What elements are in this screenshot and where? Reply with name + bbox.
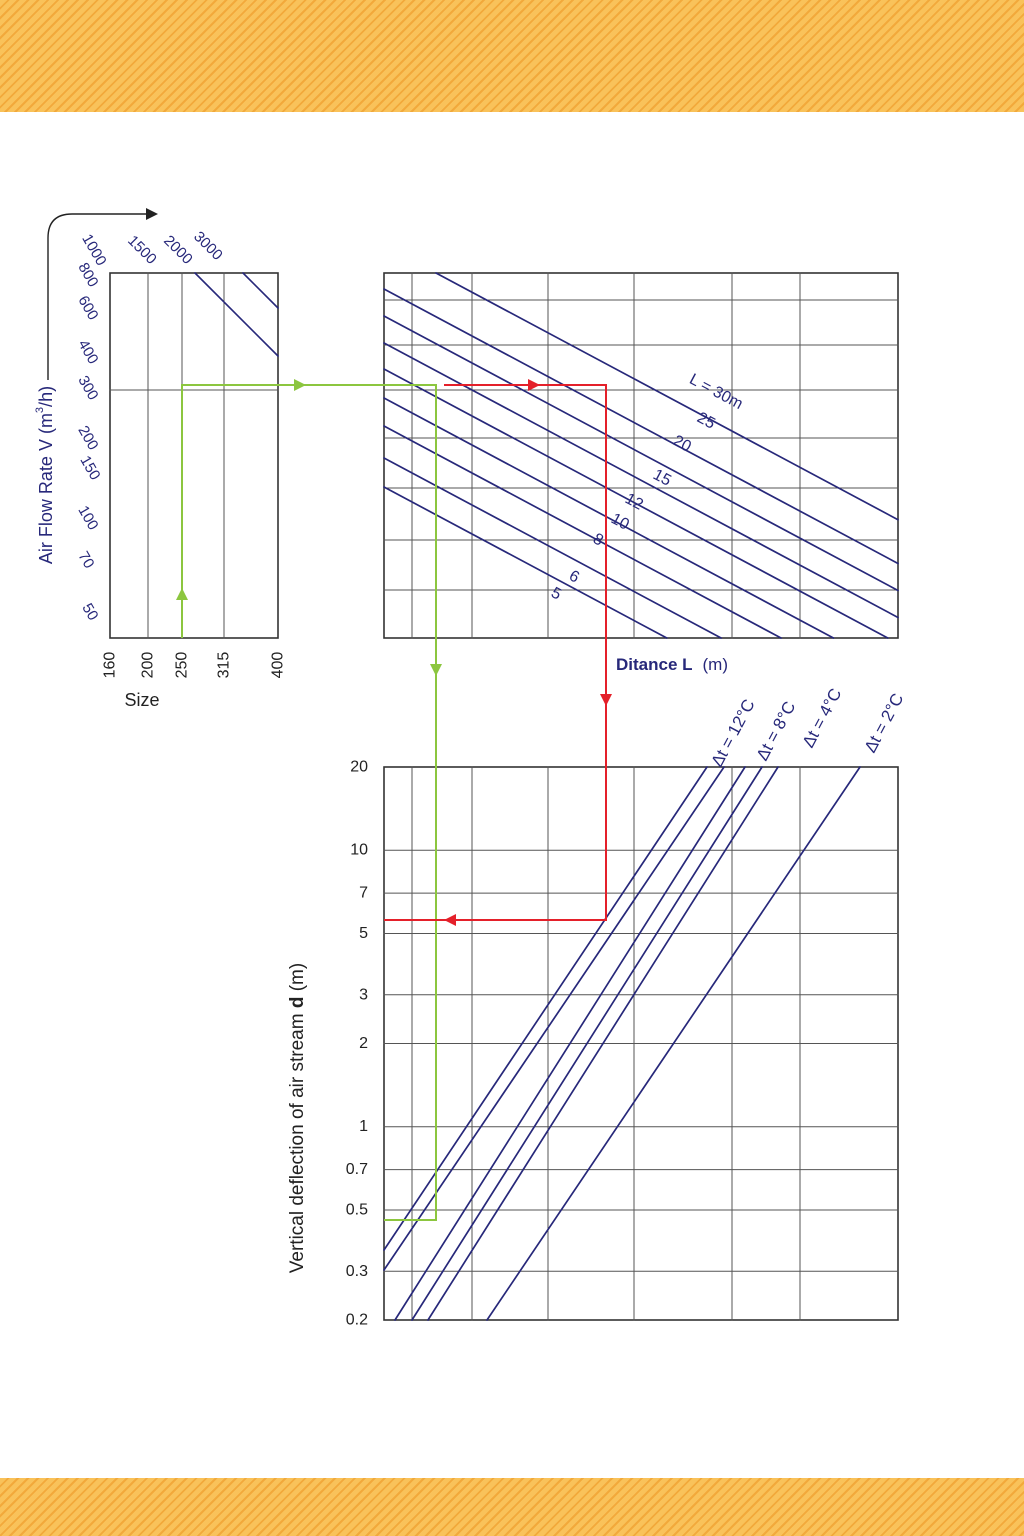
flow-tick-label: 600 [74, 293, 101, 323]
size-tick-label: 250 [174, 652, 191, 679]
distance-curve [383, 397, 835, 639]
flow-tick-label: 200 [74, 423, 101, 453]
flow-top-tick-label: 1500 [124, 232, 160, 268]
distance-series-label: 6 [566, 567, 582, 586]
green-path-arrow [294, 379, 306, 391]
distance-axis-label: Ditance L (m) [616, 655, 728, 674]
flow-tick-label: 150 [76, 453, 103, 483]
flow-tick-label: 100 [74, 503, 101, 533]
deflection-tick-label: 1 [359, 1118, 368, 1135]
red-path-arrow [444, 914, 456, 926]
deflection-series-label: Δt = 2°C [861, 690, 908, 755]
red-path-arrow [528, 379, 540, 391]
flow-tick-label: 50 [78, 601, 101, 624]
distance-series-label: 20 [670, 432, 694, 455]
flow-tick-label: 400 [74, 337, 101, 367]
deflection-series-label: Δt = 8°C [753, 698, 800, 763]
green-path-arrow [430, 664, 442, 676]
distance-curve [435, 272, 899, 521]
flow-tick-label: 70 [74, 549, 97, 572]
top-decorative-band [0, 0, 1024, 112]
deflection-tick-label: 2 [359, 1035, 368, 1052]
red-path-arrow [600, 694, 612, 706]
distance-series-label: 5 [548, 584, 564, 603]
deflection-curve [486, 766, 861, 1321]
deflection-tick-label: 7 [359, 885, 368, 902]
red-example-path [384, 384, 607, 921]
deflection-tick-label: 3 [359, 986, 368, 1003]
deflection-series-label: Δt = 12°C [707, 696, 758, 770]
deflection-curve [383, 766, 725, 1271]
deflection-tick-label: 20 [350, 759, 368, 776]
flow-top-tick-label: 3000 [190, 228, 226, 264]
size-tick-label: 200 [140, 652, 157, 679]
flow-tick-label: 300 [74, 373, 101, 403]
distance-series-label: 12 [622, 490, 646, 513]
deflection-curve [427, 766, 779, 1321]
distance-curve [383, 288, 899, 565]
green-path-arrow [176, 588, 188, 600]
deflection-tick-label: 0.7 [346, 1161, 368, 1178]
size-tick-label: 400 [270, 652, 287, 679]
distance-curve [383, 315, 899, 592]
flow-direction-arrow-head [146, 208, 158, 220]
size-panel-frame [109, 272, 279, 639]
distance-series-label: 10 [608, 510, 632, 533]
bottom-decorative-band [0, 1478, 1024, 1536]
deflection-series-label: Δt = 4°C [799, 685, 846, 750]
distance-curve [383, 342, 899, 619]
distance-curve [383, 486, 668, 639]
distance-panel-frame [383, 272, 899, 639]
distance-curve [383, 368, 889, 639]
deflection-tick-label: 0.3 [346, 1263, 368, 1280]
distance-series-label: 25 [694, 409, 718, 432]
distance-curve [383, 457, 722, 639]
distance-curve [383, 425, 782, 639]
deflection-curve [411, 766, 763, 1321]
flow-top-tick-label: 2000 [160, 232, 196, 268]
deflection-curve [394, 766, 746, 1321]
size-axis-label: Size [124, 690, 159, 710]
deflection-tick-label: 0.5 [346, 1201, 368, 1218]
flow-axis-label: Air Flow Rate V (m3/h) [34, 386, 56, 564]
size-tick-label: 160 [102, 652, 119, 679]
deflection-axis-label: Vertical deflection of air stream d (m) [287, 963, 308, 1273]
flow-direction-arrow [47, 213, 148, 380]
size-flow-curve [194, 272, 279, 357]
size-flow-curve [242, 272, 279, 309]
deflection-tick-label: 0.2 [346, 1312, 368, 1329]
distance-series-label: 15 [650, 466, 674, 489]
deflection-tick-label: 10 [350, 842, 368, 859]
distance-series-label: L = 30m [687, 371, 746, 413]
green-example-path [181, 384, 437, 1221]
deflection-tick-label: 5 [359, 925, 368, 942]
deflection-curve [383, 766, 708, 1251]
size-tick-label: 315 [216, 652, 233, 679]
